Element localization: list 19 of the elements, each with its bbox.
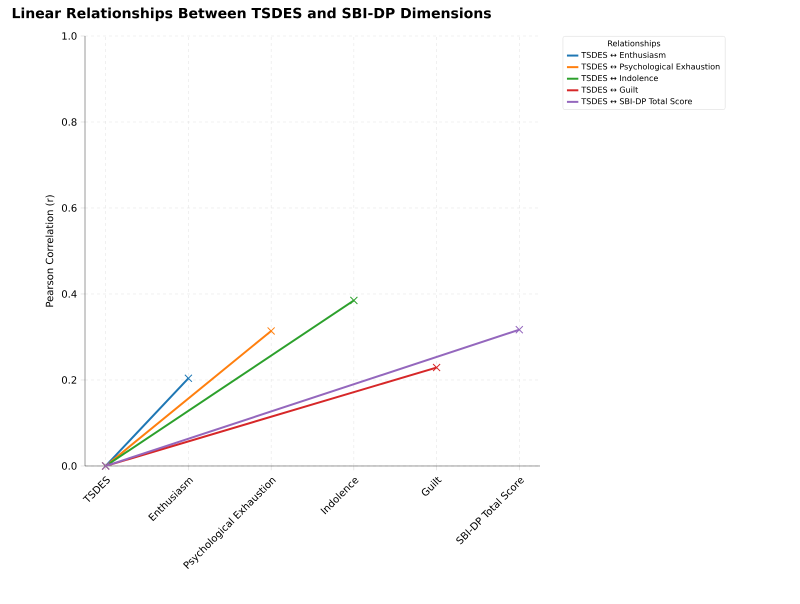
y-tick-label: 0.4 xyxy=(62,290,77,298)
legend-label: TSDES ↔ Enthusiasm xyxy=(581,52,666,58)
y-tick-label: 0.0 xyxy=(62,462,77,470)
legend-title: Relationships xyxy=(608,40,660,48)
legend-label: TSDES ↔ Indolence xyxy=(581,74,658,82)
legend-label: TSDES ↔ Psychological Exhaustion xyxy=(581,63,720,72)
legend-label: TSDES ↔ Guilt xyxy=(581,86,638,93)
y-tick-label: 0.2 xyxy=(62,376,76,384)
point xyxy=(515,326,524,334)
y-tick-label: 0.6 xyxy=(62,204,77,212)
point xyxy=(350,296,358,304)
point xyxy=(267,326,276,336)
y-tick-label: 1.0 xyxy=(62,32,77,40)
point xyxy=(432,363,441,372)
chart-title: Linear Relationships Between TSDES and SBI-DP Dimensions xyxy=(12,8,491,22)
legend-label: TSDES ↔ SBI-DP Total Score xyxy=(581,98,692,104)
point xyxy=(184,374,192,382)
y-tick-label: 0.8 xyxy=(62,118,77,126)
y-axis-title: Pearson Correlation (r) xyxy=(46,195,54,307)
